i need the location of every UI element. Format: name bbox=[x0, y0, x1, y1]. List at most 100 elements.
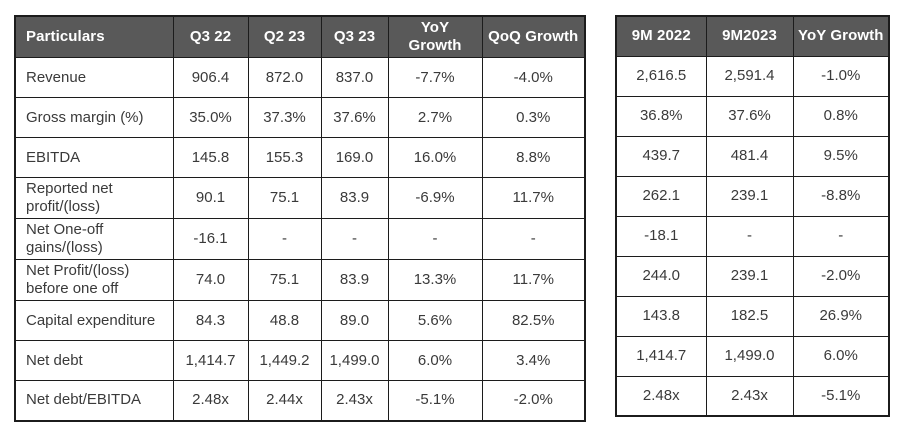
data-cell: 37.3% bbox=[247, 97, 322, 138]
data-cell: 145.8 bbox=[172, 137, 249, 178]
data-cell: 481.4 bbox=[705, 135, 794, 177]
row-label: Net One-off gains/(loss) bbox=[14, 218, 174, 260]
data-cell: 2,616.5 bbox=[615, 55, 707, 97]
data-cell: 9.5% bbox=[792, 135, 890, 177]
data-cell: 11.7% bbox=[481, 259, 586, 301]
table-row: 36.8% 37.6% 0.8% bbox=[615, 95, 890, 137]
data-cell: 837.0 bbox=[320, 57, 389, 98]
data-cell: 37.6% bbox=[705, 95, 794, 137]
data-cell: 872.0 bbox=[247, 57, 322, 98]
data-cell: -7.7% bbox=[387, 57, 483, 98]
data-cell: -2.0% bbox=[481, 380, 586, 421]
data-cell: 2.48x bbox=[615, 375, 707, 417]
nine-month-results-table: 9M 2022 9M2023 YoY Growth 2,616.5 2,591.4 -1… bbox=[615, 15, 890, 417]
table-row: Net Profit/(loss) before one off 74.0 75.1… bbox=[14, 259, 586, 301]
data-cell: 2,591.4 bbox=[705, 55, 794, 97]
data-cell: 239.1 bbox=[705, 255, 794, 297]
table-row: 2,616.5 2,591.4 -1.0% bbox=[615, 55, 890, 97]
data-cell: 2.7% bbox=[387, 97, 483, 138]
data-cell: - bbox=[792, 215, 890, 257]
financial-results-page: Particulars Q3 22 Q2 23 Q3 23 YoY Growth QoQ … bbox=[14, 15, 890, 422]
data-cell: 0.3% bbox=[481, 97, 586, 138]
data-cell: 75.1 bbox=[247, 259, 322, 301]
data-cell: 169.0 bbox=[320, 137, 389, 178]
table-row: EBITDA 145.8 155.3 169.0 16.0% 8.8% bbox=[14, 137, 586, 178]
data-cell: 13.3% bbox=[387, 259, 483, 301]
row-label: Reported net profit/(loss) bbox=[14, 177, 174, 219]
data-cell: 2.48x bbox=[172, 380, 249, 421]
data-cell: 84.3 bbox=[172, 300, 249, 341]
data-cell: 8.8% bbox=[481, 137, 586, 178]
data-cell: 48.8 bbox=[247, 300, 322, 341]
column-header: QoQ Growth bbox=[481, 15, 586, 58]
column-header: Particulars bbox=[14, 15, 174, 58]
data-cell: 26.9% bbox=[792, 295, 890, 337]
data-cell: 1,449.2 bbox=[247, 340, 322, 381]
data-cell: 82.5% bbox=[481, 300, 586, 341]
data-cell: 262.1 bbox=[615, 175, 707, 217]
column-header: Q3 22 bbox=[172, 15, 249, 58]
data-cell: -5.1% bbox=[387, 380, 483, 421]
data-cell: 2.43x bbox=[705, 375, 794, 417]
data-cell: 83.9 bbox=[320, 177, 389, 219]
data-cell: 2.43x bbox=[320, 380, 389, 421]
data-cell: 16.0% bbox=[387, 137, 483, 178]
table-row: 262.1 239.1 -8.8% bbox=[615, 175, 890, 217]
data-cell: - bbox=[320, 218, 389, 260]
data-cell: - bbox=[705, 215, 794, 257]
data-cell: -5.1% bbox=[792, 375, 890, 417]
data-cell: - bbox=[387, 218, 483, 260]
data-cell: -16.1 bbox=[172, 218, 249, 260]
data-cell: 906.4 bbox=[172, 57, 249, 98]
data-cell: 439.7 bbox=[615, 135, 707, 177]
data-cell: 1,414.7 bbox=[172, 340, 249, 381]
table-row: 143.8 182.5 26.9% bbox=[615, 295, 890, 337]
table-row: Net debt 1,414.7 1,449.2 1,499.0 6.0% 3.4% bbox=[14, 340, 586, 381]
table-row: 439.7 481.4 9.5% bbox=[615, 135, 890, 177]
data-cell: 37.6% bbox=[320, 97, 389, 138]
column-header: 9M 2022 bbox=[615, 15, 707, 57]
row-label: Net debt/EBITDA bbox=[14, 380, 174, 421]
column-header: 9M2023 bbox=[705, 15, 794, 57]
data-cell: -4.0% bbox=[481, 57, 586, 98]
table-row: 2.48x 2.43x -5.1% bbox=[615, 375, 890, 417]
table-row: Net debt/EBITDA 2.48x 2.44x 2.43x -5.1% -2.0% bbox=[14, 380, 586, 421]
column-header: YoY Growth bbox=[387, 15, 483, 58]
data-cell: 244.0 bbox=[615, 255, 707, 297]
table-row: 1,414.7 1,499.0 6.0% bbox=[615, 335, 890, 377]
column-header: Q3 23 bbox=[320, 15, 389, 58]
data-cell: -6.9% bbox=[387, 177, 483, 219]
data-cell: 5.6% bbox=[387, 300, 483, 341]
data-cell: 89.0 bbox=[320, 300, 389, 341]
data-cell: 74.0 bbox=[172, 259, 249, 301]
column-header: YoY Growth bbox=[792, 15, 890, 57]
table-row: -18.1- - bbox=[615, 215, 890, 257]
data-cell: 182.5 bbox=[705, 295, 794, 337]
data-cell: 239.1 bbox=[705, 175, 794, 217]
data-cell: 1,499.0 bbox=[320, 340, 389, 381]
data-cell: 0.8% bbox=[792, 95, 890, 137]
data-cell: - bbox=[247, 218, 322, 260]
quarterly-header-row: Particulars Q3 22 Q2 23 Q3 23 YoY Growth QoQ … bbox=[14, 15, 586, 58]
data-cell: -18.1 bbox=[615, 215, 707, 257]
column-header: Q2 23 bbox=[247, 15, 322, 58]
data-cell: 90.1 bbox=[172, 177, 249, 219]
data-cell: 155.3 bbox=[247, 137, 322, 178]
data-cell: -8.8% bbox=[792, 175, 890, 217]
data-cell: 35.0% bbox=[172, 97, 249, 138]
table-row: 244.0 239.1 -2.0% bbox=[615, 255, 890, 297]
data-cell: 36.8% bbox=[615, 95, 707, 137]
table-row: Reported net profit/(loss) 90.1 75.1 83.9 -6… bbox=[14, 177, 586, 219]
data-cell: 3.4% bbox=[481, 340, 586, 381]
row-label: Net Profit/(loss) before one off bbox=[14, 259, 174, 301]
data-cell: -2.0% bbox=[792, 255, 890, 297]
data-cell: 1,499.0 bbox=[705, 335, 794, 377]
table-row: Capital expenditure 84.3 48.8 89.0 5.6% 82.5% bbox=[14, 300, 586, 341]
data-cell: 1,414.7 bbox=[615, 335, 707, 377]
row-label: Net debt bbox=[14, 340, 174, 381]
row-label: Revenue bbox=[14, 57, 174, 98]
data-cell: 2.44x bbox=[247, 380, 322, 421]
data-cell: 75.1 bbox=[247, 177, 322, 219]
nine-month-header-row: 9M 2022 9M2023 YoY Growth bbox=[615, 15, 890, 57]
row-label: EBITDA bbox=[14, 137, 174, 178]
